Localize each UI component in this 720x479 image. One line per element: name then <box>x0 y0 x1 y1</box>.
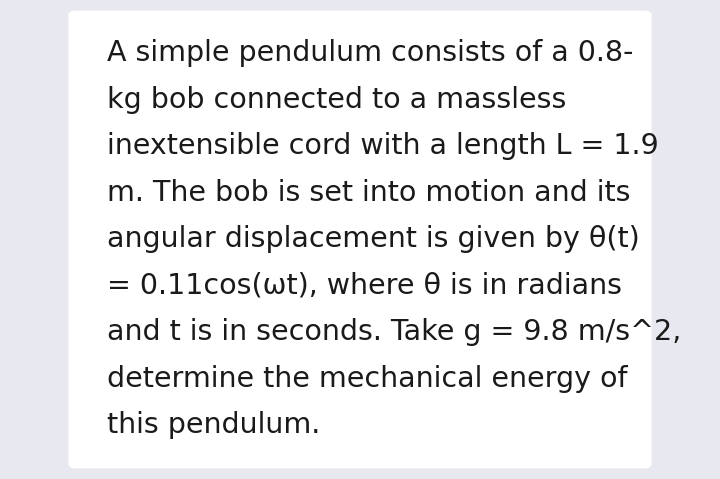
Text: this pendulum.: this pendulum. <box>107 411 320 439</box>
Text: angular displacement is given by θ(t): angular displacement is given by θ(t) <box>107 225 639 253</box>
Text: A simple pendulum consists of a 0.8-: A simple pendulum consists of a 0.8- <box>107 39 633 67</box>
Text: = 0.11cos(ωt), where θ is in radians: = 0.11cos(ωt), where θ is in radians <box>107 272 621 299</box>
Text: and t is in seconds. Take g = 9.8 m/s^2,: and t is in seconds. Take g = 9.8 m/s^2, <box>107 318 681 346</box>
Text: kg bob connected to a massless: kg bob connected to a massless <box>107 86 566 114</box>
Text: inextensible cord with a length L = 1.9: inextensible cord with a length L = 1.9 <box>107 132 658 160</box>
Text: determine the mechanical energy of: determine the mechanical energy of <box>107 365 627 392</box>
Text: m. The bob is set into motion and its: m. The bob is set into motion and its <box>107 179 630 206</box>
